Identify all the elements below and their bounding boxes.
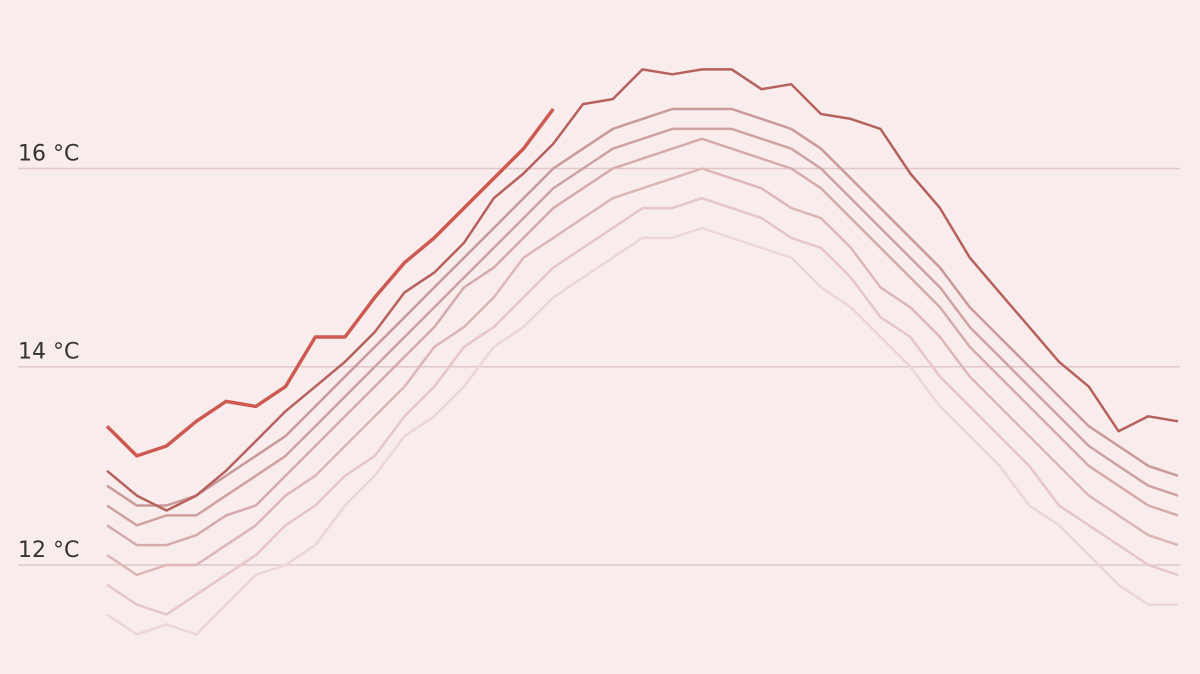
y-tick-label: 12 °C xyxy=(18,538,79,563)
line xyxy=(106,107,1179,507)
y-tick-label: 14 °C xyxy=(18,340,79,365)
line xyxy=(106,68,1179,512)
line xyxy=(106,167,1179,577)
line xyxy=(106,137,1179,547)
y-tick-label: 16 °C xyxy=(18,142,79,167)
line xyxy=(105,107,555,458)
line xyxy=(106,226,1178,636)
line xyxy=(106,196,1179,616)
line xyxy=(106,127,1179,527)
